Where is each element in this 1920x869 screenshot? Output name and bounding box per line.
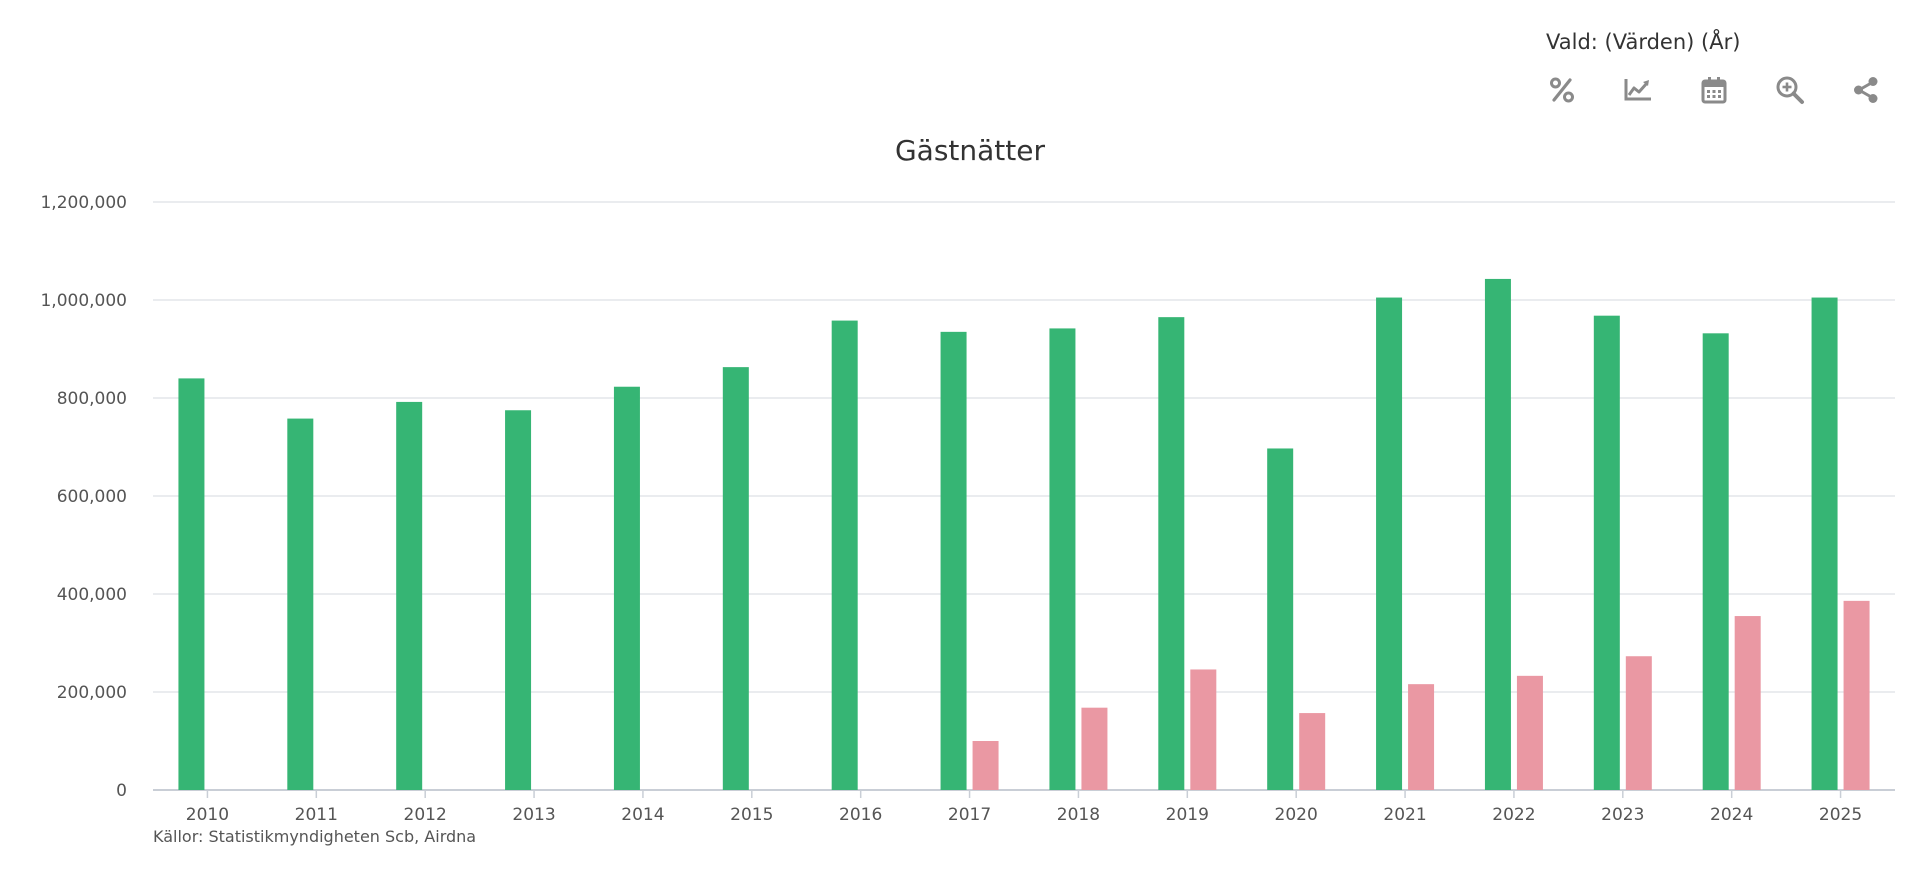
x-tick-label: 2023 xyxy=(1601,805,1644,825)
bar-series-1-2020 xyxy=(1267,448,1294,790)
bar-series-2-2018 xyxy=(1081,707,1108,790)
x-tick-label: 2012 xyxy=(404,805,447,825)
y-tick-label: 1,200,000 xyxy=(40,193,127,213)
y-tick-label: 800,000 xyxy=(57,389,127,409)
bar-series-1-2016 xyxy=(831,320,858,790)
bar-series-2-2022 xyxy=(1516,675,1543,790)
x-tick-label: 2025 xyxy=(1819,805,1862,825)
bar-series-2-2024 xyxy=(1734,616,1761,790)
x-tick-label: 2021 xyxy=(1383,805,1426,825)
chart-toolbar xyxy=(1545,72,1883,112)
bar-series-2-2023 xyxy=(1625,656,1652,790)
x-tick-label: 2019 xyxy=(1166,805,1209,825)
x-tick-label: 2017 xyxy=(948,805,991,825)
bar-series-1-2010 xyxy=(178,378,205,790)
x-tick-label: 2020 xyxy=(1275,805,1318,825)
share-button[interactable] xyxy=(1849,72,1883,112)
bar-series-2-2025 xyxy=(1843,600,1870,790)
selected-values-label: Vald: (Värden) (År) xyxy=(1546,30,1741,54)
x-tick-label: 2024 xyxy=(1710,805,1753,825)
bar-series-1-2022 xyxy=(1484,278,1511,790)
chart-title: Gästnätter xyxy=(894,134,1046,167)
share-icon xyxy=(1851,75,1881,109)
calendar-button[interactable] xyxy=(1697,72,1731,112)
bar-series-2-2020 xyxy=(1299,713,1326,790)
bar-series-1-2018 xyxy=(1049,328,1076,790)
x-tick-label: 2018 xyxy=(1057,805,1100,825)
bar-series-2-2017 xyxy=(972,741,999,790)
x-tick-label: 2013 xyxy=(512,805,555,825)
y-tick-label: 200,000 xyxy=(57,683,127,703)
bar-series-1-2025 xyxy=(1811,297,1838,790)
zoom-in-icon xyxy=(1775,75,1805,109)
bar-series-1-2011 xyxy=(287,418,314,790)
y-tick-label: 600,000 xyxy=(57,487,127,507)
bar-series-1-2015 xyxy=(722,367,749,790)
calendar-icon xyxy=(1699,75,1729,109)
bar-series-1-2019 xyxy=(1158,317,1185,790)
bar-series-1-2023 xyxy=(1593,315,1620,790)
y-tick-label: 400,000 xyxy=(57,585,127,605)
sources-note: Källor: Statistikmyndigheten Scb, Airdna xyxy=(153,827,477,846)
y-tick-label: 1,000,000 xyxy=(40,291,127,311)
x-tick-label: 2015 xyxy=(730,805,773,825)
x-tick-label: 2011 xyxy=(295,805,338,825)
bar-series-1-2014 xyxy=(613,386,640,790)
x-tick-label: 2022 xyxy=(1492,805,1535,825)
percent-button[interactable] xyxy=(1545,72,1579,112)
x-tick-label: 2010 xyxy=(186,805,229,825)
bar-series-1-2021 xyxy=(1376,297,1403,790)
x-tick-label: 2014 xyxy=(621,805,664,825)
y-tick-label: 0 xyxy=(116,781,127,801)
bar-series-2-2021 xyxy=(1408,684,1435,790)
bar-series-1-2017 xyxy=(940,331,967,790)
percent-icon xyxy=(1547,75,1577,109)
x-tick-label: 2016 xyxy=(839,805,882,825)
bar-series-1-2024 xyxy=(1702,333,1729,790)
bar-series-1-2013 xyxy=(505,410,532,790)
line-chart-button[interactable] xyxy=(1621,72,1655,112)
bar-series-1-2012 xyxy=(396,401,423,790)
line-chart-icon xyxy=(1623,75,1653,109)
bar-series-2-2019 xyxy=(1190,669,1217,790)
zoom-button[interactable] xyxy=(1773,72,1807,112)
